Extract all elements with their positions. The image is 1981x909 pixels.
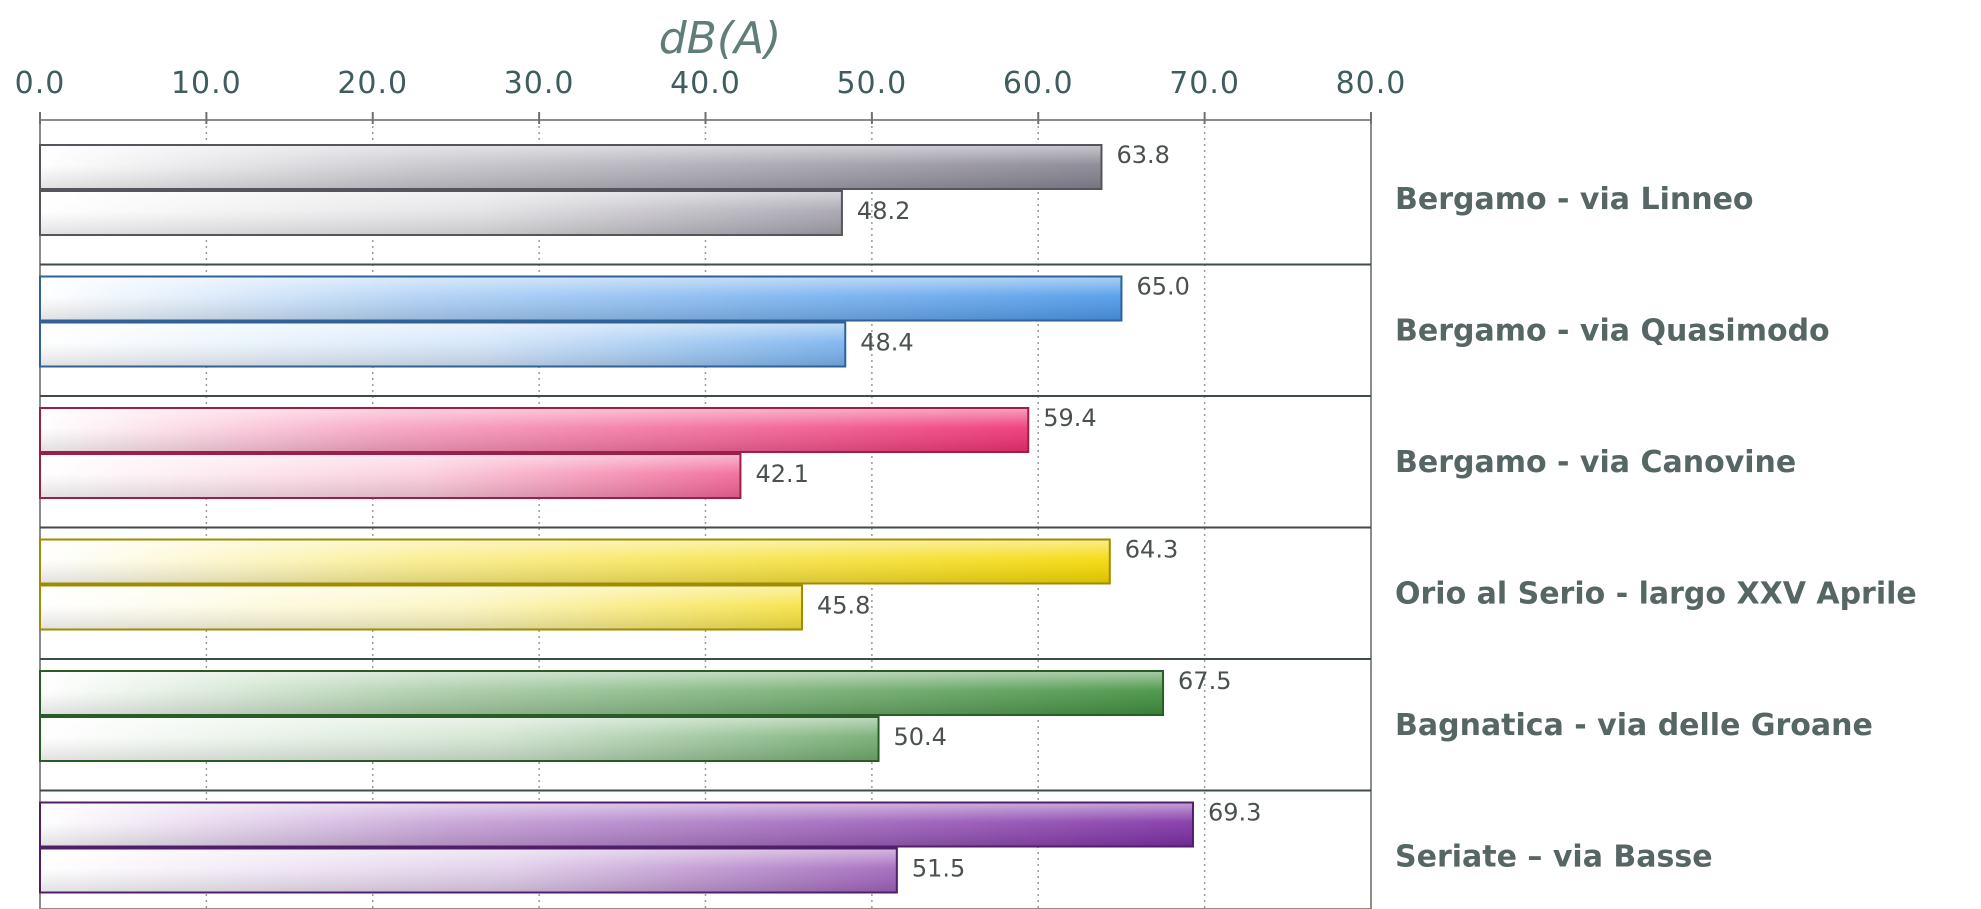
value-label: 48.4 <box>860 329 913 357</box>
bar-gloss <box>39 801 1194 848</box>
category-label: Bagnatica - via delle Groane <box>1395 708 1873 743</box>
bar-gloss <box>39 275 1123 322</box>
value-label: 45.8 <box>817 592 870 620</box>
bar-gloss <box>39 670 1165 716</box>
bar-gloss <box>39 321 847 368</box>
value-label: 65.0 <box>1136 273 1189 301</box>
x-tick-label: 30.0 <box>504 66 575 101</box>
x-tick-label: 80.0 <box>1336 66 1407 101</box>
bar-gloss <box>39 538 1111 585</box>
value-label: 51.5 <box>912 855 965 883</box>
x-tick-label: 20.0 <box>337 66 408 101</box>
bar-gloss <box>39 847 898 894</box>
x-tick-label: 10.0 <box>171 66 242 101</box>
bar-gloss <box>39 144 1103 190</box>
unit-label: dB(A) <box>659 13 782 64</box>
bar-gloss <box>39 453 742 499</box>
x-tick-label: 40.0 <box>670 66 741 101</box>
value-label: 59.4 <box>1043 404 1096 432</box>
bar-gloss <box>39 407 1030 453</box>
value-label: 69.3 <box>1208 799 1261 827</box>
bar-gloss <box>39 584 803 631</box>
x-tick-label: 60.0 <box>1003 66 1074 101</box>
x-tick-label: 70.0 <box>1169 66 1240 101</box>
x-tick-label: 50.0 <box>836 66 907 101</box>
value-label: 67.5 <box>1178 667 1231 695</box>
category-label: Bergamo - via Linneo <box>1395 182 1754 217</box>
value-label: 63.8 <box>1116 141 1169 169</box>
category-label: Bergamo - via Canovine <box>1395 445 1796 480</box>
value-label: 50.4 <box>894 723 947 751</box>
value-label: 42.1 <box>755 460 808 488</box>
category-label: Bergamo - via Quasimodo <box>1395 314 1830 349</box>
x-tick-label: 0.0 <box>15 66 66 101</box>
value-label: 48.2 <box>857 197 910 225</box>
value-label: 64.3 <box>1125 536 1178 564</box>
bar-gloss <box>39 716 880 762</box>
category-label: Seriate – via Basse <box>1395 840 1713 875</box>
bar-gloss <box>39 190 843 236</box>
category-label: Orio al Serio - largo XXV Aprile <box>1395 577 1917 612</box>
